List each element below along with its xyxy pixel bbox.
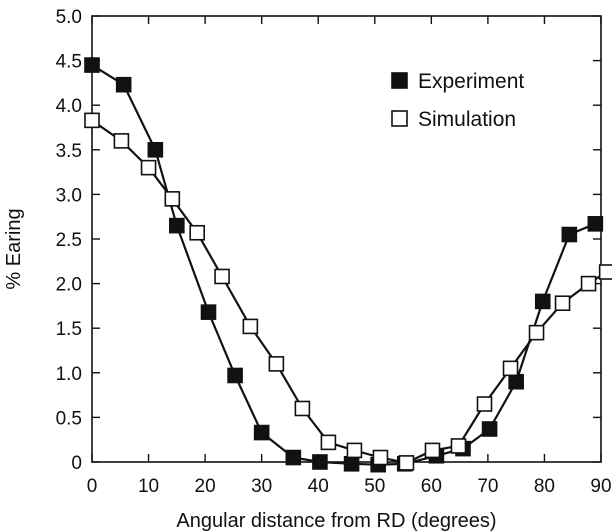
experiment-point (343, 455, 360, 472)
experiment-point (253, 424, 270, 441)
experiment-point (508, 373, 524, 390)
y-tick-label: 2.5 (56, 230, 82, 251)
simulation-point (450, 438, 467, 454)
series-layer (84, 57, 612, 473)
simulation-point (372, 449, 389, 466)
x-tick-label: 70 (477, 476, 498, 497)
x-tick-label: 0 (87, 476, 98, 497)
simulation-point (554, 295, 571, 312)
simulation-point (502, 360, 519, 377)
simulation-point (140, 159, 157, 176)
x-tick-label: 60 (421, 476, 442, 497)
x-axis-title: Angular distance from RD (degrees) (176, 510, 496, 531)
y-axis-title: % Earing (3, 208, 25, 289)
simulation-point (242, 318, 259, 335)
x-tick-label: 30 (251, 476, 272, 497)
experiment-line (91, 64, 596, 466)
experiment-point (312, 454, 328, 470)
experiment-point (115, 76, 132, 93)
y-tick-label: 1.5 (56, 319, 82, 340)
simulation-point (598, 264, 612, 280)
x-tick-label: 90 (590, 476, 611, 497)
x-tick-label: 80 (534, 476, 555, 497)
simulation-point (528, 324, 545, 341)
simulation-point (320, 434, 337, 451)
simulation-point (84, 112, 100, 129)
simulation-point (424, 442, 441, 459)
x-tick-label: 40 (308, 476, 329, 497)
y-tick-label: 0 (71, 453, 82, 474)
simulation-point (580, 275, 597, 292)
y-tick-label: 4.0 (56, 96, 82, 117)
plot-frame (91, 15, 602, 463)
experiment-point (169, 217, 185, 234)
plot-frame-group (91, 15, 602, 463)
simulation-line (91, 119, 608, 464)
experiment-point (84, 57, 100, 73)
legend-marker-simulation (391, 110, 408, 127)
simulation-point (189, 224, 205, 241)
simulation-point (113, 133, 130, 149)
experiment-point (587, 216, 604, 232)
series-simulation (84, 112, 612, 471)
simulation-point (476, 396, 493, 412)
legend-label-simulation: Simulation (418, 108, 516, 131)
y-tick-label: 1.0 (56, 364, 82, 385)
simulation-point (294, 400, 311, 417)
legend: Experiment Simulation (391, 70, 524, 131)
legend-label-experiment: Experiment (418, 70, 524, 93)
y-tick-label: 5.0 (56, 7, 82, 28)
y-tick-label: 4.5 (56, 52, 82, 73)
legend-marker-experiment (391, 72, 408, 89)
axes: 0 10 20 30 40 50 60 70 80 90 0 0.5 1.0 1.5 2.0 2.5 3.0 3.… (56, 7, 612, 497)
experiment-point (561, 226, 578, 243)
y-tick-label: 3.5 (56, 141, 82, 162)
experiment-point (147, 142, 164, 158)
experiment-point (534, 293, 551, 310)
x-tick-label: 20 (195, 476, 216, 497)
y-tick-label: 0.5 (56, 408, 82, 429)
simulation-point (398, 455, 415, 471)
experiment-point (200, 304, 217, 320)
y-tick-label: 2.0 (56, 275, 82, 296)
simulation-point (346, 442, 363, 459)
x-tick-label: 10 (138, 476, 159, 497)
series-experiment (84, 57, 604, 473)
simulation-point (268, 356, 285, 372)
simulation-point (164, 191, 181, 207)
y-tick-label: 3.0 (56, 185, 82, 206)
simulation-point (214, 268, 230, 285)
experiment-point (285, 449, 302, 466)
x-tick-label: 50 (364, 476, 385, 497)
experiment-point (481, 421, 498, 437)
experiment-point (227, 367, 243, 384)
